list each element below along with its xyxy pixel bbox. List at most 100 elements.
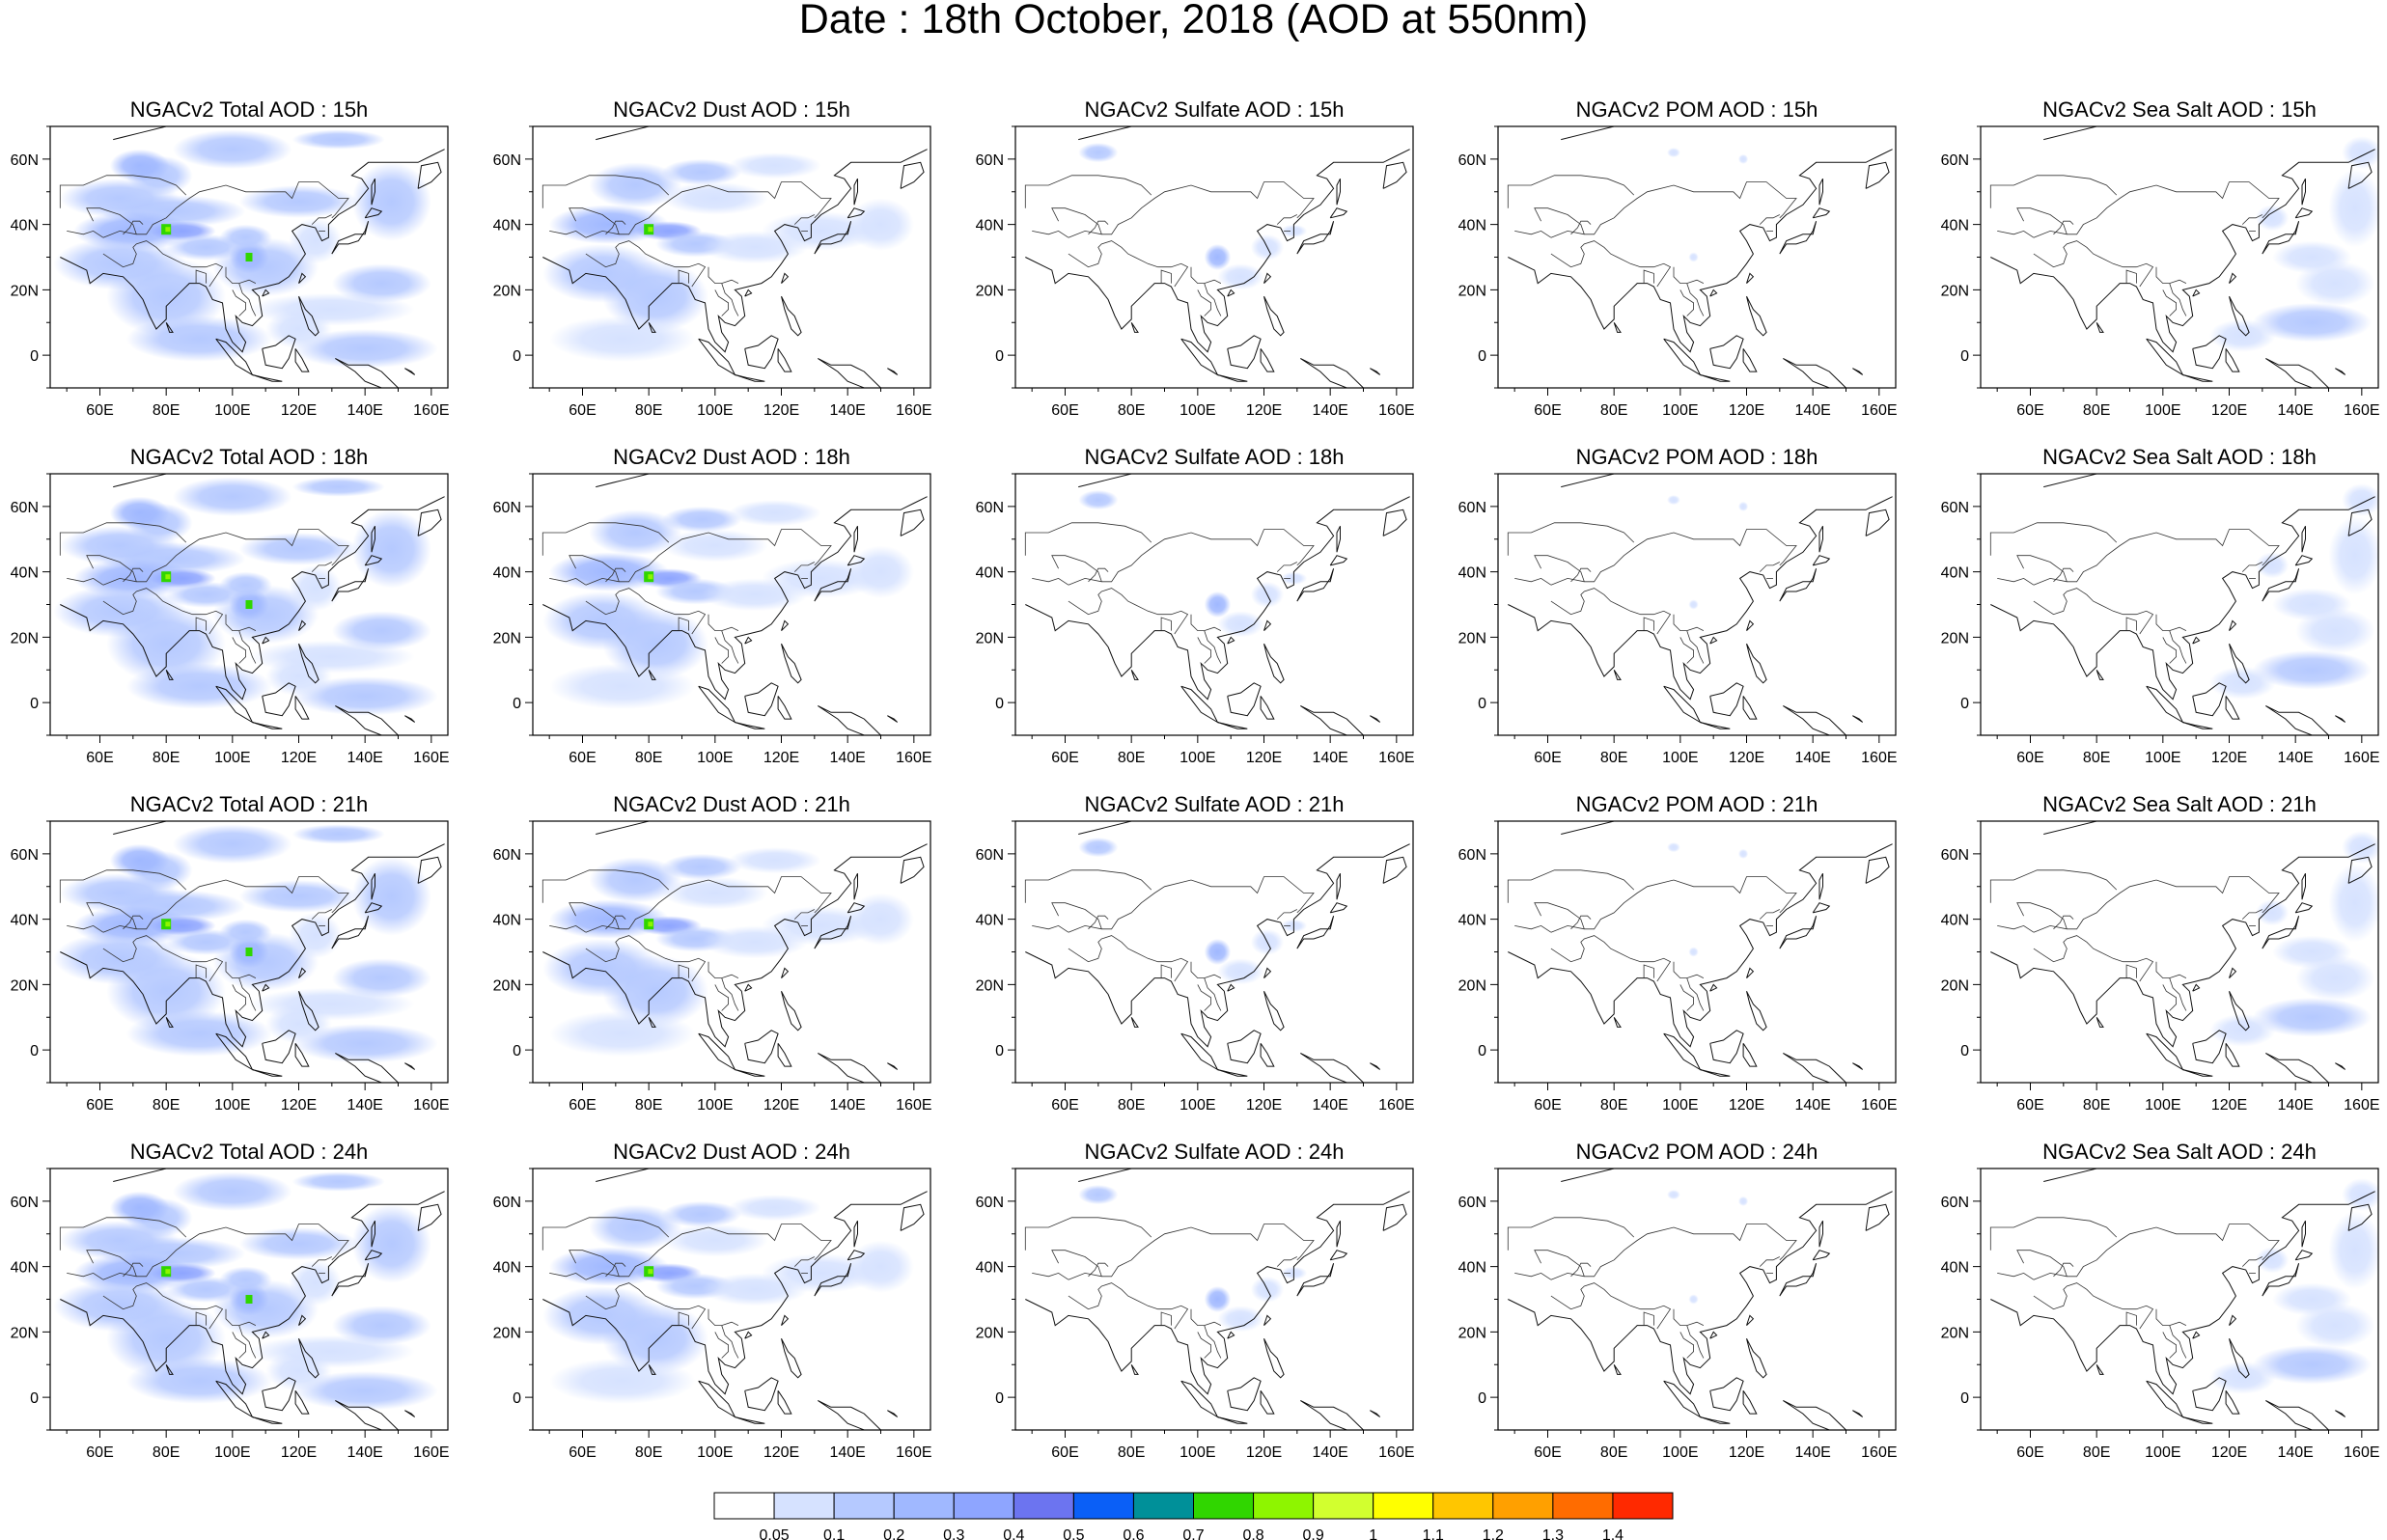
coastline bbox=[1130, 670, 1139, 680]
country-border bbox=[2169, 283, 2187, 316]
aod-blob bbox=[291, 1171, 385, 1192]
x-tick-label: 60E bbox=[1051, 1097, 1078, 1114]
country-border bbox=[793, 1256, 815, 1267]
coastline bbox=[2265, 1053, 2330, 1083]
x-tick-label: 80E bbox=[2083, 750, 2110, 766]
country-border bbox=[225, 961, 257, 978]
country-border bbox=[2162, 1332, 2178, 1359]
aod-blob bbox=[549, 1358, 696, 1404]
y-tick-label: 20N bbox=[976, 1325, 1004, 1341]
map-panel-dust-3: 60E 80E 100E 120E 140E 160E 60N 40N 20N 0 NGACv2 D… bbox=[493, 1140, 932, 1461]
x-tick-label: 100E bbox=[2145, 1444, 2180, 1461]
country-border bbox=[1276, 1256, 1297, 1267]
aod-blob bbox=[109, 149, 170, 182]
coastline bbox=[262, 983, 270, 992]
x-tick-label: 160E bbox=[896, 750, 931, 766]
x-tick-label: 140E bbox=[1794, 1444, 1830, 1461]
aod-blob bbox=[331, 611, 431, 650]
coastline bbox=[648, 670, 656, 680]
country-border bbox=[1160, 1311, 1172, 1326]
coastline bbox=[853, 872, 858, 900]
aod-blob bbox=[291, 129, 385, 150]
coastline bbox=[1812, 1250, 1831, 1261]
x-tick-label: 120E bbox=[1729, 750, 1764, 766]
x-tick-label: 80E bbox=[2083, 402, 2110, 419]
colorbar-label: 1 bbox=[1369, 1527, 1377, 1540]
colorbar-label: 0.9 bbox=[1303, 1527, 1324, 1540]
country-border bbox=[2125, 1311, 2137, 1326]
coastline bbox=[1508, 843, 1893, 1048]
coastline bbox=[596, 474, 914, 488]
coastline bbox=[853, 525, 858, 553]
panel-title: NGACv2 POM AOD : 21h bbox=[1576, 792, 1818, 816]
coastline bbox=[1812, 207, 1831, 219]
coastline bbox=[1217, 1416, 1248, 1424]
coastline bbox=[2347, 509, 2373, 536]
aod-blob bbox=[2255, 205, 2290, 232]
x-tick-label: 160E bbox=[896, 402, 931, 419]
y-tick-label: 0 bbox=[1478, 1390, 1486, 1407]
country-border bbox=[1507, 869, 1635, 903]
country-border bbox=[311, 1256, 332, 1267]
coastline bbox=[781, 295, 802, 337]
country-border bbox=[1550, 588, 1672, 635]
y-tick-label: 40N bbox=[493, 1260, 521, 1277]
aod-blob bbox=[602, 954, 708, 1028]
country-border bbox=[1679, 1332, 1694, 1359]
coastline bbox=[1336, 178, 1341, 206]
colorbar-swatch bbox=[1552, 1492, 1614, 1520]
aod-blob bbox=[1217, 958, 1264, 985]
aod-blob bbox=[2328, 169, 2378, 248]
x-tick-label: 140E bbox=[2277, 402, 2313, 419]
country-border bbox=[549, 1272, 587, 1280]
colorbar-label: 0.8 bbox=[1242, 1527, 1263, 1540]
coastline bbox=[781, 619, 790, 631]
country-border bbox=[1679, 637, 1694, 664]
country-border bbox=[123, 915, 144, 930]
coastline bbox=[298, 619, 307, 631]
y-tick-label: 40N bbox=[493, 218, 521, 234]
aod-blob bbox=[589, 857, 682, 903]
aod-field bbox=[50, 474, 448, 735]
country-border bbox=[232, 637, 247, 664]
x-tick-label: 80E bbox=[635, 402, 662, 419]
country-border bbox=[569, 207, 620, 234]
coastline bbox=[298, 643, 319, 684]
coastline bbox=[1865, 509, 1890, 536]
coastline bbox=[1700, 722, 1731, 729]
aod-field bbox=[1981, 821, 2378, 1083]
country-border bbox=[1068, 588, 1189, 635]
coastline bbox=[900, 509, 925, 536]
aod-blob bbox=[589, 509, 682, 556]
x-tick-label: 100E bbox=[214, 402, 250, 419]
panel-title: NGACv2 Sea Salt AOD : 21h bbox=[2042, 792, 2317, 816]
aod-blob bbox=[728, 500, 821, 527]
aod-blob bbox=[289, 1259, 343, 1306]
y-tick-label: 20N bbox=[493, 283, 521, 299]
coastline bbox=[814, 1263, 852, 1297]
country-border bbox=[2241, 214, 2262, 225]
colorbar-label: 1.2 bbox=[1483, 1527, 1504, 1540]
coastline bbox=[60, 496, 445, 701]
aod-blob bbox=[847, 545, 914, 598]
country-border bbox=[311, 909, 332, 920]
coastline bbox=[744, 682, 779, 717]
aod-blob bbox=[291, 477, 385, 497]
x-tick-label: 80E bbox=[1600, 402, 1627, 419]
coastline bbox=[1746, 967, 1755, 978]
colorbar-swatch bbox=[1132, 1492, 1194, 1520]
x-tick-label: 60E bbox=[1051, 402, 1078, 419]
coastline bbox=[847, 207, 866, 219]
aod-blob bbox=[2328, 1211, 2378, 1290]
y-tick-label: 60N bbox=[976, 152, 1004, 169]
coastline bbox=[1742, 1390, 1758, 1415]
x-tick-label: 60E bbox=[2016, 1444, 2043, 1461]
coastline bbox=[1329, 1250, 1348, 1261]
country-border bbox=[569, 902, 620, 929]
x-tick-label: 80E bbox=[153, 1444, 180, 1461]
country-border bbox=[86, 207, 137, 234]
y-tick-label: 0 bbox=[995, 696, 1004, 712]
x-tick-label: 120E bbox=[1246, 1097, 1282, 1114]
coastline bbox=[1078, 474, 1397, 488]
country-border bbox=[605, 220, 626, 235]
